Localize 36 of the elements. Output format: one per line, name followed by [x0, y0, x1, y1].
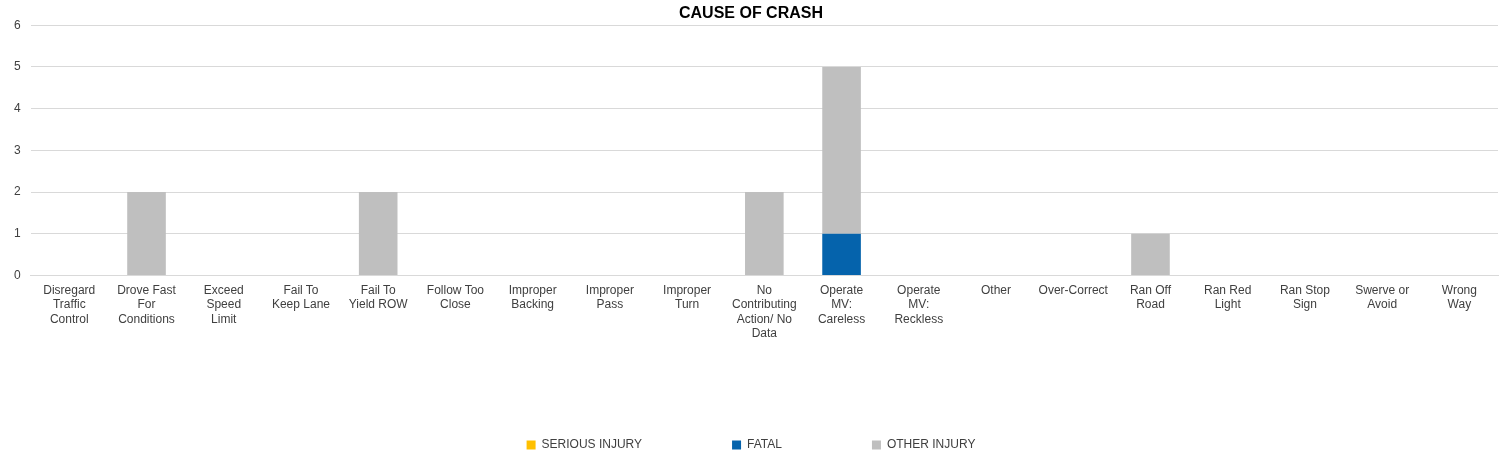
x-tick-label: Drove Fast For Conditions — [117, 282, 177, 326]
legend-label: SERIOUS INJURY — [541, 437, 643, 452]
y-tick-label: 5 — [13, 59, 21, 74]
y-tick-label: 3 — [13, 142, 21, 157]
x-tick-label: Operate MV: Reckless — [894, 282, 944, 326]
bar — [822, 66, 861, 234]
y-tick-label: 6 — [13, 17, 21, 32]
y-tick-label: 1 — [13, 226, 21, 241]
x-tick-label: Swerve or Avoid — [1355, 282, 1410, 312]
x-tick-label: Over-Correct — [1038, 282, 1109, 297]
x-tick-label: No Contributing Action/ No Data — [731, 282, 797, 341]
legend-label: FATAL — [747, 437, 783, 452]
chart-title: CAUSE OF CRASH — [678, 4, 824, 22]
x-tick-label: Fail To Keep Lane — [271, 282, 331, 312]
bar — [822, 233, 861, 275]
x-tick-label: Disregard Traffic Control — [43, 282, 96, 326]
x-tick-label: Fail To Yield ROW — [348, 282, 409, 312]
x-tick-label: Ran Stop Sign — [1279, 282, 1331, 312]
x-tick-label: Wrong Way — [1441, 282, 1477, 312]
y-tick-label: 0 — [13, 267, 21, 282]
x-tick-label: Improper Backing — [508, 282, 557, 312]
y-tick-label: 4 — [13, 100, 21, 115]
x-tick-label: Follow Too Close — [426, 282, 485, 312]
bar — [1131, 233, 1170, 275]
bar — [745, 192, 784, 275]
bar — [127, 192, 166, 275]
x-tick-label: Ran Red Light — [1204, 282, 1252, 312]
x-tick-label: Ran Off Road — [1129, 282, 1172, 312]
x-tick-label: Improper Pass — [585, 282, 634, 312]
x-tick-label: Operate MV: Careless — [817, 282, 866, 326]
x-tick-label: Exceed Speed Limit — [203, 282, 244, 326]
x-tick-label: Improper Turn — [663, 282, 712, 312]
y-tick-label: 2 — [13, 184, 21, 199]
bar — [358, 192, 398, 275]
legend-label: OTHER INJURY — [886, 437, 976, 452]
x-tick-label: Other — [981, 282, 1012, 297]
